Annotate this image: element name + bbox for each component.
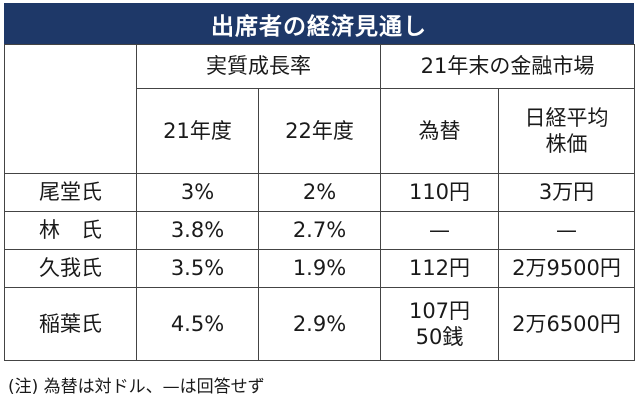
cell-fy21: 3.5% (136, 249, 259, 288)
header-row-groups: 実質成長率 21年末の金融市場 (4, 44, 636, 174)
economic-outlook-table: 実質成長率 21年末の金融市場 21年度 22年度 為替 日経平均 株価 尾堂氏… (4, 44, 636, 361)
cell-fy22: 2% (258, 173, 381, 212)
cell-nikkei: 2万9500円 (497, 249, 636, 288)
header-exchange-rate: 為替 (380, 88, 499, 174)
table-row: 久我氏 3.5% 1.9% 112円 2万9500円 (4, 249, 636, 288)
table-row: 稲葉氏 4.5% 2.9% 107円 50銭 2万6500円 (4, 287, 636, 361)
cell-fy22: 1.9% (258, 249, 381, 288)
cell-fy21: 4.5% (136, 287, 259, 361)
row-name: 尾堂氏 (4, 173, 137, 212)
table-title: 出席者の経済見通し (4, 3, 634, 44)
cell-exchange-rate: 107円 50銭 (380, 287, 499, 361)
cell-fy22: 2.7% (258, 211, 381, 250)
cell-fy21: 3% (136, 173, 259, 212)
footnote: (注) 為替は対ドル、—は回答せず (8, 377, 265, 397)
row-name: 久我氏 (4, 249, 137, 288)
cell-exchange-rate-line1: 107円 (408, 298, 471, 323)
cell-exchange-rate: — (380, 211, 499, 250)
cell-nikkei: 3万円 (497, 173, 636, 212)
cell-fy22: 2.9% (258, 287, 381, 361)
cell-exchange-rate: 112円 (380, 249, 499, 288)
header-fy22: 22年度 (258, 88, 381, 174)
table-row: 林 氏 3.8% 2.7% — — (4, 211, 636, 250)
header-real-growth: 実質成長率 (136, 44, 381, 89)
cell-exchange-rate-line2: 50銭 (415, 325, 464, 349)
header-financial-market: 21年末の金融市場 (379, 44, 636, 89)
header-nikkei-line1: 日経平均 (524, 105, 609, 130)
header-corner-cell (4, 44, 137, 174)
header-fy21: 21年度 (136, 88, 259, 174)
cell-fy21: 3.8% (136, 211, 259, 250)
header-nikkei-average: 日経平均 株価 (497, 88, 636, 174)
cell-nikkei: — (497, 211, 636, 250)
cell-exchange-rate: 110円 (380, 173, 499, 212)
header-nikkei-line2: 株価 (545, 132, 588, 156)
row-name: 林 氏 (4, 211, 137, 250)
table-row: 尾堂氏 3% 2% 110円 3万円 (4, 173, 636, 212)
cell-nikkei: 2万6500円 (497, 287, 636, 361)
row-name: 稲葉氏 (4, 287, 137, 361)
